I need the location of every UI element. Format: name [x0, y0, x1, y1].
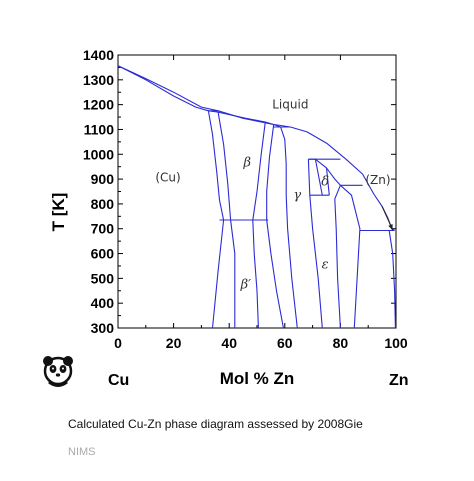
- y-tick-label: 300: [91, 320, 115, 336]
- source-credit: NIMS: [68, 446, 96, 458]
- left-component-label: Cu: [108, 372, 129, 389]
- x-axis-title: Mol % Zn: [220, 369, 295, 388]
- boundary-epsilon-left: [325, 167, 330, 196]
- y-axis-title: T [K]: [49, 193, 68, 232]
- phase-label: β′: [240, 277, 252, 292]
- phase-label: (Zn): [365, 173, 390, 187]
- x-tick-label: 80: [333, 335, 349, 351]
- y-tick-label: 600: [91, 246, 115, 262]
- y-axis-ticks: 300 400 500 600 700 800 900 1000 1100 1200 1300 140…: [83, 47, 396, 336]
- phase-label: Liquid: [272, 97, 308, 111]
- boundary-gamma-left: [266, 124, 284, 329]
- boundary-cu-solvus: [207, 110, 225, 329]
- x-axis-ticks: 0 20 40 60 80 100: [114, 55, 408, 351]
- figure-caption: Calculated Cu-Zn phase diagram assessed …: [68, 417, 363, 431]
- y-tick-label: 1000: [83, 146, 114, 162]
- y-tick-label: 900: [91, 171, 115, 187]
- phase-labels: Liquid (Cu) β γ δ (Zn) β′ ε: [155, 97, 390, 292]
- boundary-gamma-beta-right: [280, 126, 298, 329]
- y-tick-label: 1200: [83, 97, 114, 113]
- panda-icon: [43, 356, 73, 387]
- boundary-liquidus: [117, 65, 395, 231]
- y-tick-label: 800: [91, 196, 115, 212]
- y-tick-label: 1300: [83, 72, 114, 88]
- boundary-beta-left: [217, 112, 236, 328]
- y-tick-label: 400: [91, 295, 115, 311]
- boundary-delta-epsilon: [315, 158, 341, 186]
- zn-pointer-arrowhead: [388, 223, 393, 230]
- x-tick-label: 40: [221, 335, 237, 351]
- right-component-label: Zn: [389, 372, 409, 389]
- phase-label: δ: [321, 174, 329, 189]
- boundary-zn-solvus: [388, 229, 396, 329]
- boundary-gamma-right: [307, 159, 323, 329]
- y-tick-label: 1400: [83, 47, 114, 63]
- x-tick-label: 100: [384, 335, 408, 351]
- boundary-solidus-cu: [117, 65, 209, 112]
- phase-label: ε: [322, 257, 329, 272]
- phase-label: γ: [293, 188, 301, 203]
- y-tick-label: 700: [91, 221, 115, 237]
- x-tick-label: 60: [277, 335, 293, 351]
- boundary-epsilon-liquid: [334, 185, 341, 329]
- phase-label: β: [243, 156, 252, 171]
- boundary-epsilon-right: [340, 184, 361, 329]
- y-tick-label: 1100: [84, 121, 115, 137]
- y-tick-label: 500: [91, 270, 115, 286]
- phase-label: (Cu): [155, 171, 180, 185]
- x-tick-label: 0: [114, 335, 122, 351]
- phase-boundaries: [117, 65, 396, 329]
- boundary-beta-right: [252, 121, 266, 329]
- x-tick-label: 20: [166, 335, 182, 351]
